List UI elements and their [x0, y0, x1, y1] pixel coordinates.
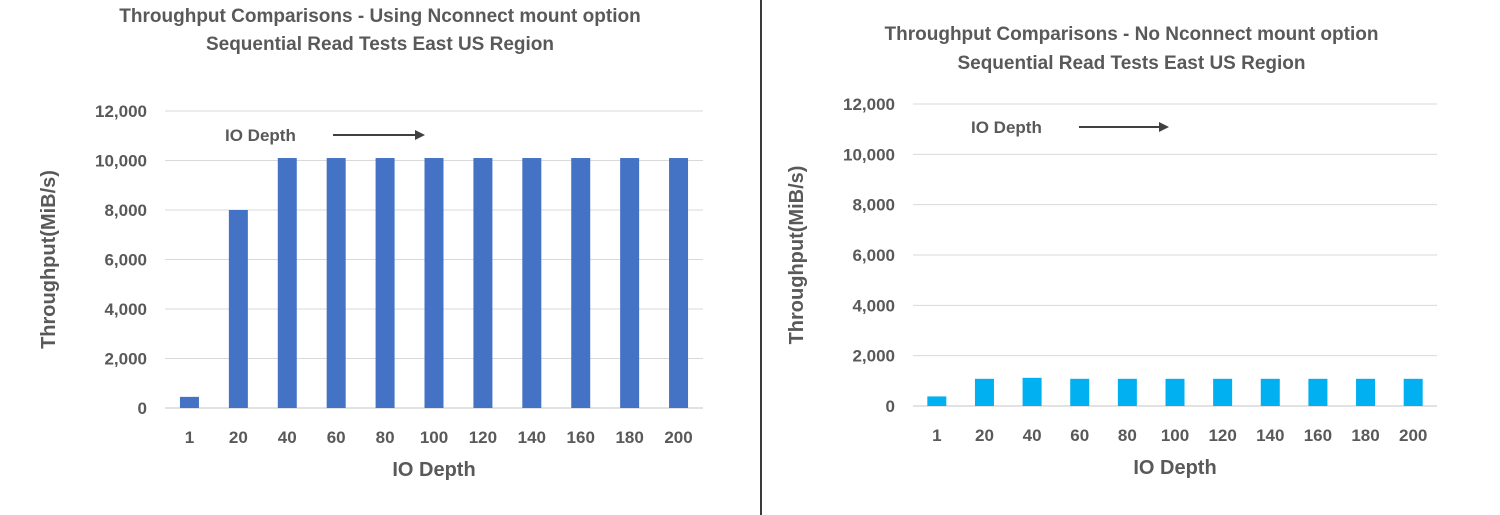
arrowhead-icon — [1159, 122, 1169, 132]
chart-subtitle: Sequential Read Tests East US Region — [205, 34, 555, 55]
bar — [1165, 378, 1185, 406]
y-tick-label: 6,000 — [852, 246, 895, 265]
bar — [1022, 377, 1042, 406]
x-tick-label: 200 — [664, 428, 692, 447]
x-tick-label: 20 — [229, 428, 248, 447]
bar — [1308, 378, 1328, 406]
annotation-label: IO Depth — [971, 118, 1042, 137]
bar — [1117, 378, 1137, 406]
x-tick-label: 1 — [185, 428, 194, 447]
x-tick-label: 140 — [518, 428, 546, 447]
y-tick-label: 4,000 — [104, 300, 147, 319]
x-tick-label: 80 — [376, 428, 395, 447]
x-tick-label: 200 — [1399, 426, 1427, 445]
y-tick-label: 2,000 — [852, 347, 895, 366]
bar — [1260, 378, 1280, 406]
bar — [1070, 378, 1090, 406]
y-tick-label: 0 — [138, 399, 147, 418]
x-tick-label: 1 — [932, 426, 941, 445]
y-tick-label: 0 — [886, 397, 895, 416]
y-tick-label: 8,000 — [104, 201, 147, 220]
x-tick-label: 60 — [1070, 426, 1089, 445]
bar — [1356, 378, 1376, 406]
bar — [669, 158, 689, 408]
chart-right: Throughput Comparisons - No Nconnect mou… — [763, 0, 1500, 515]
x-tick-label: 160 — [567, 428, 595, 447]
y-tick-label: 10,000 — [95, 152, 147, 171]
x-tick-label: 60 — [327, 428, 346, 447]
x-tick-label: 100 — [1161, 426, 1189, 445]
x-tick-label: 120 — [469, 428, 497, 447]
arrowhead-icon — [415, 130, 425, 140]
bar — [1213, 378, 1233, 406]
chart-title: Throughput Comparisons - Using Nconnect … — [119, 6, 641, 27]
y-tick-label: 6,000 — [104, 251, 147, 270]
y-tick-label: 4,000 — [852, 296, 895, 315]
y-tick-label: 10,000 — [843, 145, 895, 164]
x-tick-label: 180 — [615, 428, 643, 447]
bar — [1403, 378, 1423, 406]
annotation-label: IO Depth — [225, 126, 296, 145]
panel-divider — [760, 0, 762, 515]
bar — [277, 158, 297, 408]
x-tick-label: 40 — [278, 428, 297, 447]
x-tick-label: 80 — [1118, 426, 1137, 445]
x-tick-label: 140 — [1256, 426, 1284, 445]
x-tick-label: 120 — [1208, 426, 1236, 445]
bar — [179, 396, 199, 408]
bar — [927, 396, 947, 406]
x-tick-label: 180 — [1351, 426, 1379, 445]
x-tick-label: 160 — [1304, 426, 1332, 445]
bar — [228, 210, 248, 408]
x-axis-title: IO Depth — [1133, 457, 1216, 479]
chart-left: Throughput Comparisons - Using Nconnect … — [38, 6, 703, 481]
bar — [571, 158, 591, 408]
bar — [375, 158, 395, 408]
bar — [326, 158, 346, 408]
y-axis-title: Throughput(MiB/s) — [38, 170, 60, 349]
bar — [620, 158, 640, 408]
bar — [522, 158, 542, 408]
y-axis-title: Throughput(MiB/s) — [786, 166, 808, 345]
bar — [424, 158, 444, 408]
x-tick-label: 20 — [975, 426, 994, 445]
x-tick-label: 100 — [420, 428, 448, 447]
x-tick-label: 40 — [1023, 426, 1042, 445]
bar — [974, 378, 994, 406]
y-tick-label: 2,000 — [104, 350, 147, 369]
y-tick-label: 12,000 — [843, 95, 895, 114]
y-tick-label: 8,000 — [852, 196, 895, 215]
x-axis-title: IO Depth — [392, 459, 475, 481]
y-tick-label: 12,000 — [95, 102, 147, 121]
chart-subtitle: Sequential Read Tests East US Region — [957, 53, 1306, 74]
bar — [473, 158, 493, 408]
chart-title: Throughput Comparisons - No Nconnect mou… — [884, 24, 1379, 45]
